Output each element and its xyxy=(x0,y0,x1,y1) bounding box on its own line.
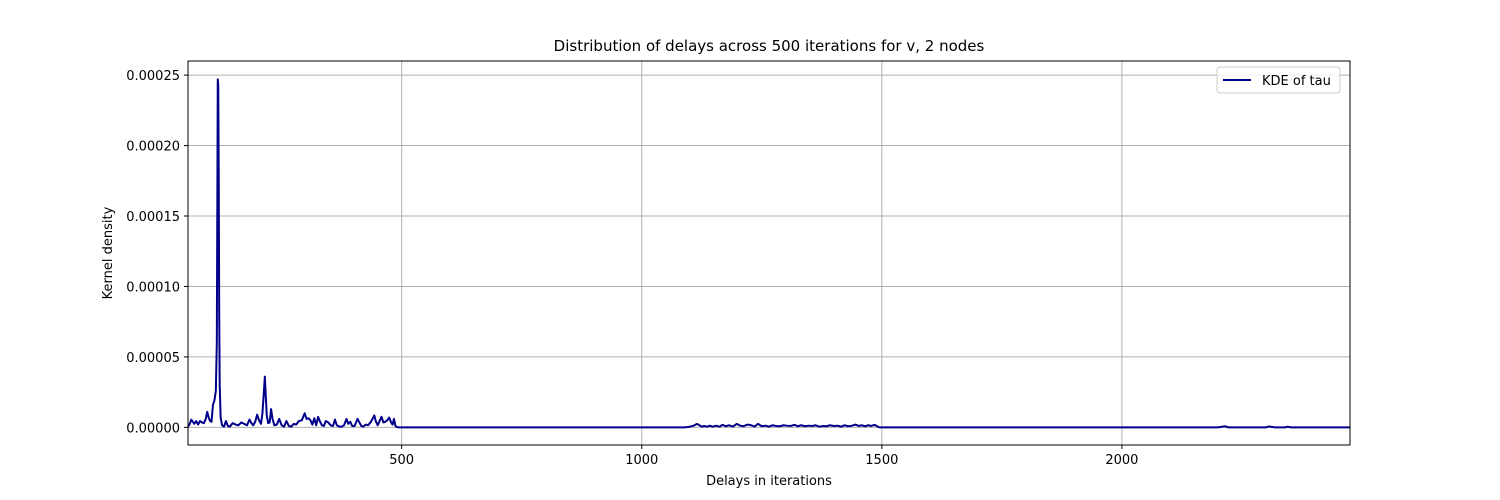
ticks-layer: 500 1000 1500 2000 0.00000 0.00005 0.00010 0.00… xyxy=(126,69,1138,468)
series-line-kde-of-tau xyxy=(187,78,1350,429)
x-tick-label: 2000 xyxy=(1105,453,1138,468)
y-tick-label: 0.00005 xyxy=(126,351,180,366)
x-tick-label: 500 xyxy=(389,453,414,468)
y-tick-label: 0.00010 xyxy=(126,280,180,295)
y-tick-label: 0.00025 xyxy=(126,69,180,84)
legend-label: KDE of tau xyxy=(1262,74,1331,89)
grid-layer xyxy=(188,61,1350,445)
legend: KDE of tau xyxy=(1216,66,1341,94)
y-tick-label: 0.00020 xyxy=(126,140,180,155)
series-layer xyxy=(187,78,1350,429)
x-tick-label: 1000 xyxy=(625,453,658,468)
legend-box xyxy=(1216,66,1341,94)
x-axis-label: Delays in iterations xyxy=(706,474,832,489)
chart-title: Distribution of delays across 500 iterat… xyxy=(554,37,985,55)
y-tick-label: 0.00000 xyxy=(126,421,180,436)
y-axis-label: Kernel density xyxy=(101,206,116,299)
plot-frame xyxy=(187,60,1351,446)
x-tick-label: 1500 xyxy=(865,453,898,468)
y-tick-label: 0.00015 xyxy=(126,210,180,225)
